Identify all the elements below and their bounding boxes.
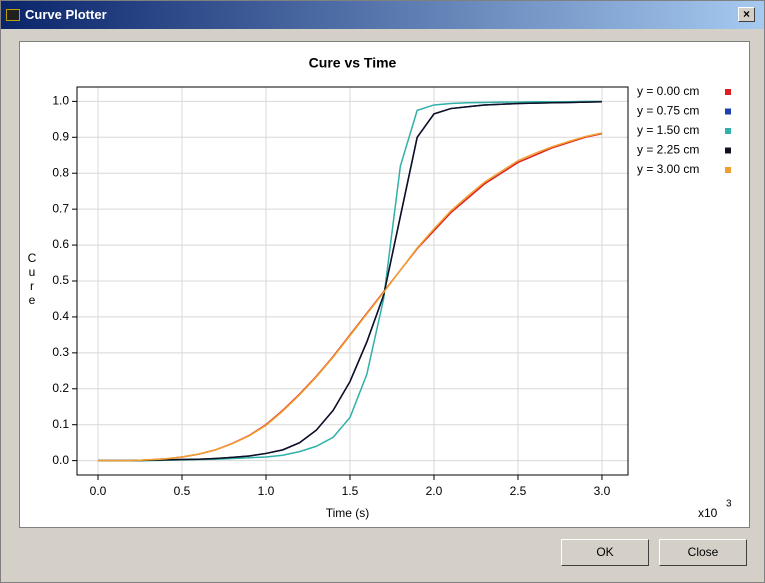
series-line [98,100,602,462]
plot-frame [76,86,629,476]
close-button[interactable]: Close [659,539,747,566]
close-icon[interactable]: × [738,7,755,22]
x-exponent: 3 [726,499,732,510]
legend-swatch [725,167,731,173]
y-tick-label: 0.4 [52,309,69,323]
window-icon [6,9,20,21]
x-tick-label: 0.0 [90,484,107,498]
x-tick-label: 2.0 [426,484,443,498]
legend-label: y = 2.25 cm [637,143,699,157]
y-tick-label: 0.8 [52,165,69,179]
series-line [98,132,603,462]
legend-label: y = 1.50 cm [637,123,699,137]
legend-label: y = 0.75 cm [637,104,699,118]
x-tick-label: 1.5 [342,484,359,498]
legend-swatch [725,147,731,154]
legend-swatch [725,89,731,95]
y-tick-label: 0.2 [52,381,69,395]
y-tick-label: 0.6 [52,237,69,251]
chart-title: Cure vs Time [309,55,397,71]
title-bar: Curve Plotter × [1,1,764,29]
y-tick-label: 0.3 [52,345,69,359]
y-axis-label: Cure [25,251,39,307]
legend-swatch [725,128,731,134]
x-tick-label: 0.5 [174,484,191,498]
y-tick-label: 0.9 [52,129,69,143]
y-tick-label: 0.7 [52,201,69,215]
legend-label: y = 0.00 cm [637,84,699,98]
y-tick-label: 0.5 [52,273,69,287]
y-tick-label: 0.0 [52,453,69,467]
legend-swatch [725,108,731,115]
x-axis-label: Time (s) [326,506,370,520]
x-tick-label: 3.0 [594,484,611,498]
ok-button[interactable]: OK [561,539,649,566]
x-multiplier: x10 [698,506,718,520]
x-tick-label: 2.5 [510,484,527,498]
x-tick-label: 1.0 [258,484,275,498]
window-title: Curve Plotter [25,7,107,22]
y-tick-label: 1.0 [52,94,69,108]
legend-label: y = 3.00 cm [637,162,699,176]
y-tick-label: 0.1 [52,417,69,431]
